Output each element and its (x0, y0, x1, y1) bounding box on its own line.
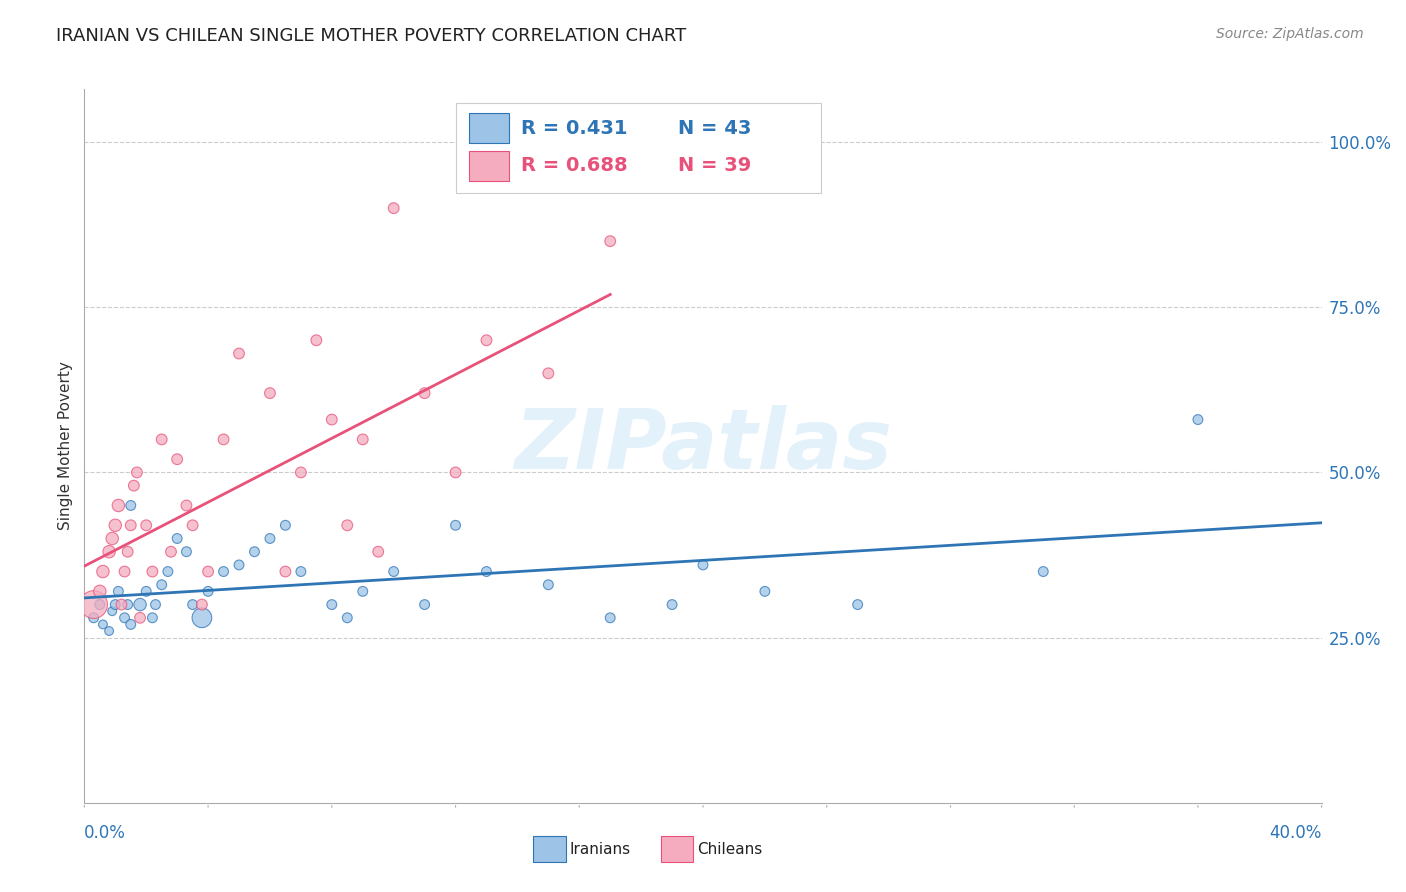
Point (475, 333, 498, 347)
Point (83, 598, 105, 612)
Point (352, 433, 374, 447)
Point (367, 545, 389, 559)
Point (352, 584, 374, 599)
Point (475, 565, 498, 579)
Point (107, 499, 129, 513)
Point (444, 466, 467, 480)
Point (191, 598, 214, 612)
Point (150, 433, 173, 447)
Point (135, 584, 157, 599)
Point (321, 412, 343, 426)
Point (228, 558, 250, 572)
Point (305, 333, 328, 347)
Point (101, 532, 124, 546)
Text: 0.0%: 0.0% (84, 824, 127, 842)
Point (444, 518, 467, 533)
Point (117, 545, 139, 559)
Point (125, 466, 148, 480)
Point (141, 565, 163, 579)
Point (212, 433, 235, 447)
Point (117, 598, 139, 612)
Point (104, 598, 127, 612)
Point (156, 565, 179, 579)
Point (135, 518, 157, 533)
FancyBboxPatch shape (470, 151, 509, 180)
Point (83, 611, 105, 625)
Point (413, 598, 436, 612)
Point (754, 584, 776, 599)
Point (259, 532, 281, 546)
Point (846, 598, 869, 612)
Point (336, 611, 359, 625)
Point (692, 558, 714, 572)
Text: R = 0.688: R = 0.688 (522, 156, 627, 175)
Text: Iranians: Iranians (569, 842, 630, 856)
Point (98, 624, 121, 638)
Point (382, 201, 405, 215)
Point (537, 367, 560, 381)
Point (243, 545, 266, 559)
Point (274, 518, 297, 533)
Text: Source: ZipAtlas.com: Source: ZipAtlas.com (1216, 27, 1364, 41)
Point (150, 578, 173, 592)
Point (290, 565, 312, 579)
FancyBboxPatch shape (470, 113, 509, 144)
Point (274, 565, 297, 579)
Point (120, 518, 142, 533)
Point (290, 466, 312, 480)
FancyBboxPatch shape (456, 103, 821, 193)
Point (1032, 565, 1054, 579)
Point (120, 617, 142, 632)
Point (599, 611, 621, 625)
FancyBboxPatch shape (661, 837, 693, 862)
Text: Chileans: Chileans (697, 842, 762, 856)
Point (122, 478, 145, 492)
Point (537, 578, 560, 592)
Point (336, 518, 359, 533)
Text: 40.0%: 40.0% (1270, 824, 1322, 842)
Point (89, 598, 111, 612)
Y-axis label: Single Mother Poverty: Single Mother Poverty (58, 361, 73, 531)
Point (212, 565, 235, 579)
Point (661, 598, 683, 612)
Point (91, 617, 114, 632)
Text: N = 39: N = 39 (678, 156, 751, 175)
Text: IRANIAN VS CHILEAN SINGLE MOTHER POVERTY CORRELATION CHART: IRANIAN VS CHILEAN SINGLE MOTHER POVERTY… (56, 27, 686, 45)
Point (413, 386, 436, 401)
Text: ZIPatlas: ZIPatlas (515, 406, 891, 486)
Point (382, 565, 405, 579)
Point (176, 499, 198, 513)
Point (114, 565, 136, 579)
Point (98, 545, 121, 559)
Point (191, 611, 214, 625)
Point (181, 598, 204, 612)
Point (120, 499, 142, 513)
Point (141, 611, 163, 625)
Point (145, 598, 167, 612)
Point (89, 584, 111, 599)
Point (166, 452, 188, 467)
Point (160, 545, 183, 559)
Point (114, 611, 136, 625)
Point (259, 386, 281, 401)
Point (321, 598, 343, 612)
FancyBboxPatch shape (533, 837, 565, 862)
Point (197, 565, 219, 579)
Point (110, 598, 132, 612)
Text: N = 43: N = 43 (678, 119, 752, 138)
Point (228, 346, 250, 360)
Point (1187, 412, 1209, 426)
Point (599, 234, 621, 248)
Point (101, 604, 124, 618)
Point (91, 565, 114, 579)
Point (129, 598, 152, 612)
Point (107, 584, 129, 599)
Point (166, 532, 188, 546)
Point (176, 545, 198, 559)
Point (129, 611, 152, 625)
Point (104, 518, 127, 533)
Point (181, 518, 204, 533)
Point (197, 584, 219, 599)
Text: R = 0.431: R = 0.431 (522, 119, 627, 138)
